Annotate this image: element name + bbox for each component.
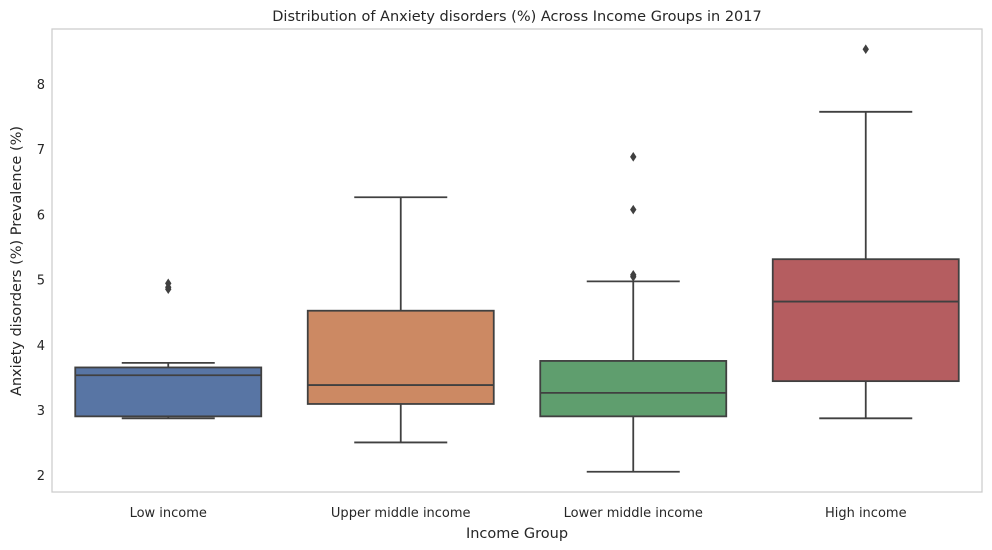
outlier-point (630, 204, 637, 215)
box-high-income (771, 44, 960, 420)
outlier-point (630, 152, 637, 162)
box-iqr (306, 309, 495, 405)
outlier-point (165, 278, 172, 289)
y-axis: 2 3 4 5 6 7 8 (37, 78, 45, 484)
y-tick-label: 4 (37, 339, 45, 354)
box-series (74, 44, 960, 473)
plot-area-frame (51, 28, 983, 493)
x-tick-label: Upper middle income (331, 506, 471, 521)
x-axis: Low income Upper middle income Lower middl… (130, 506, 907, 521)
x-tick-label: Lower middle income (564, 506, 703, 521)
box-iqr (771, 258, 960, 383)
y-tick-label: 7 (37, 143, 45, 158)
y-tick-label: 2 (37, 469, 45, 484)
y-tick-label: 3 (37, 404, 45, 419)
x-tick-label: Low income (130, 506, 207, 521)
y-tick-label: 5 (37, 274, 45, 289)
box-iqr (539, 360, 728, 418)
box-upper-middle-income (306, 196, 495, 444)
y-tick-label: 8 (37, 78, 45, 93)
y-axis-label: Anxiety disorders (%) Prevalence (%) (9, 126, 25, 396)
box-lower-middle-income (539, 152, 728, 473)
x-tick-label: High income (825, 506, 907, 521)
outlier-point (862, 44, 869, 55)
chart-title: Distribution of Anxiety disorders (%) Ac… (272, 9, 762, 25)
y-tick-label: 6 (37, 208, 45, 223)
x-axis-label: Income Group (466, 526, 568, 542)
outlier-point (630, 270, 637, 280)
box-low-income (74, 278, 263, 420)
